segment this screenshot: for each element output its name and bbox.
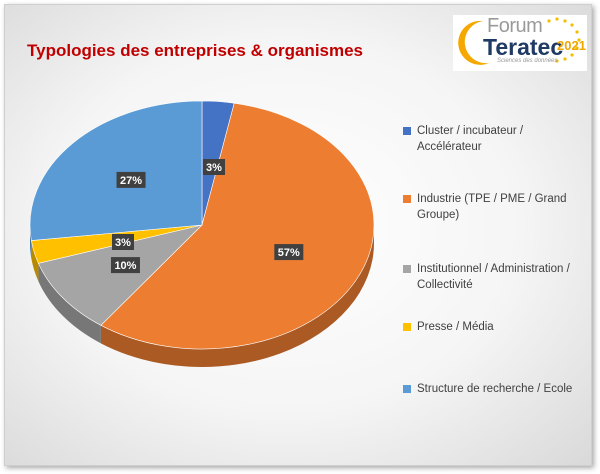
data-label-text: 3% — [115, 237, 131, 249]
legend-label: Cluster / incubateur / Accélérateur — [417, 125, 524, 153]
legend-swatch — [403, 265, 411, 273]
pie-slice-4 — [29, 100, 203, 241]
data-label-4: 27% — [116, 171, 146, 188]
legend-swatch — [403, 127, 411, 135]
legend-swatch — [403, 195, 411, 203]
data-label-0: 3% — [203, 159, 225, 175]
data-label-3: 3% — [112, 234, 134, 250]
chart-frame: Typologies des entreprises & organismes … — [4, 4, 592, 466]
forum-teratec-logo: Forum Teratec 2021 Sciences des données — [453, 15, 587, 71]
pie-slice-2 — [37, 224, 203, 326]
legend-swatch — [403, 323, 411, 331]
legend-label: Structure de recherche / Ecole — [417, 383, 573, 395]
data-label-box — [116, 171, 146, 188]
logo-tagline: Sciences des données — [497, 58, 558, 64]
pie-side-1 — [100, 225, 374, 367]
legend-swatch — [403, 385, 411, 393]
logo-teratec-text: Teratec — [483, 34, 564, 60]
pie-side-3 — [31, 240, 39, 282]
data-label-text: 57% — [278, 247, 300, 259]
legend-label: Industrie (TPE / PME / Grand Groupe) — [417, 193, 567, 221]
data-label-text: 27% — [120, 175, 142, 187]
data-label-2: 10% — [110, 257, 140, 274]
data-label-box — [203, 159, 225, 175]
logo-year: 2021 — [557, 38, 586, 53]
chart-title: Typologies des entreprises & organismes — [27, 41, 364, 60]
data-label-text: 10% — [114, 260, 136, 272]
data-label-1: 57% — [274, 244, 304, 261]
logo-forum-text: Forum — [487, 15, 543, 37]
data-label-box — [274, 244, 304, 261]
pie-side-2 — [38, 263, 101, 344]
logo-stars — [547, 17, 581, 63]
pie-slice-1 — [100, 102, 375, 350]
legend-label: Presse / Média — [417, 321, 494, 333]
legend-label: Institutionnel / Administration / Collec… — [417, 263, 570, 291]
pie-chart: 3% 57% 10% 3% 27% — [29, 100, 375, 367]
data-label-text: 3% — [206, 162, 222, 174]
data-label-box — [112, 234, 134, 250]
data-label-box — [110, 257, 140, 274]
logo-graphic — [458, 17, 581, 65]
